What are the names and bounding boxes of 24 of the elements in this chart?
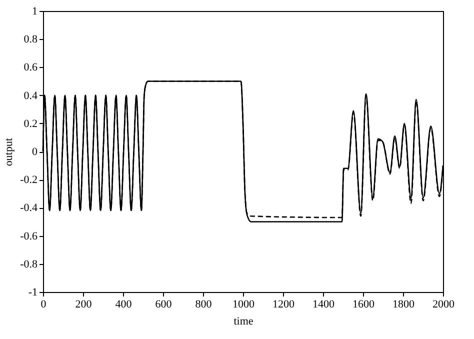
- y-tick-label: 0.6: [24, 62, 38, 74]
- y-tick-label: -0.2: [20, 174, 38, 186]
- x-tick-label: 200: [75, 298, 92, 310]
- y-tick-label: 0: [32, 146, 38, 158]
- x-tick-label: 1000: [232, 298, 255, 310]
- x-tick-label: 800: [195, 298, 212, 310]
- x-tick-label: 400: [115, 298, 132, 310]
- x-tick-label: 1200: [272, 298, 295, 310]
- x-tick-label: 600: [155, 298, 172, 310]
- x-tick-label: 0: [40, 298, 47, 310]
- y-tick-label: -1: [28, 286, 38, 298]
- y-tick-label: 1: [32, 6, 38, 18]
- x-axis-title: time: [234, 316, 254, 328]
- y-tick-label: 0.8: [24, 34, 38, 46]
- y-tick-label: 0.2: [24, 118, 38, 130]
- y-tick-label: -0.6: [20, 230, 38, 242]
- x-tick-label: 1400: [312, 298, 335, 310]
- y-tick-label: -0.8: [20, 258, 38, 270]
- x-tick-label: 1800: [392, 298, 415, 310]
- y-tick-label: -0.4: [20, 202, 38, 214]
- x-tick-label: 2000: [432, 298, 455, 310]
- y-axis-title: output: [3, 138, 16, 166]
- x-tick-label: 1600: [352, 298, 375, 310]
- y-tick-label: 0.4: [24, 90, 38, 102]
